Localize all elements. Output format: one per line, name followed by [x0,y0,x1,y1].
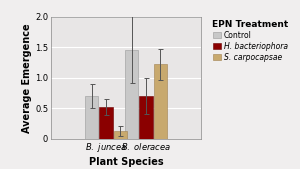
Bar [125,50,138,139]
X-axis label: Plant Species: Plant Species [89,157,163,167]
Legend: Control, H. bacteriophora, S. carpocapsae: Control, H. bacteriophora, S. carpocapsa… [211,18,290,63]
Y-axis label: Average Emergence: Average Emergence [22,23,32,132]
Bar [99,107,113,139]
Bar [114,131,127,139]
Bar [139,96,153,139]
Bar [154,64,167,139]
Bar [85,96,98,139]
